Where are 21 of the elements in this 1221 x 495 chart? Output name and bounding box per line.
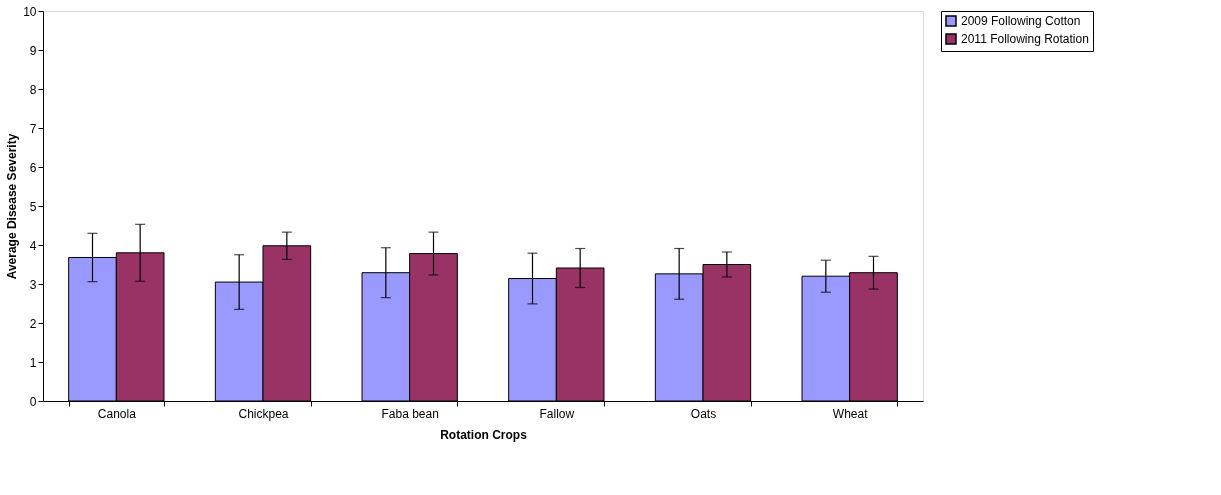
y-tick-label: 1 (29, 355, 37, 370)
x-tick-label: Faba bean (381, 406, 439, 421)
y-tick-label: 10 (23, 4, 37, 19)
y-tick-label: 5 (29, 199, 37, 214)
x-tick-label: Fallow (539, 406, 575, 421)
y-tick-label: 4 (29, 238, 37, 253)
y-tick-label: 3 (29, 277, 37, 292)
x-tick-label: Chickpea (238, 406, 289, 421)
x-tick-label: Oats (690, 406, 717, 421)
y-axis-title: Average Disease Severity (5, 133, 20, 280)
legend-label: 2009 Following Cotton (961, 14, 1081, 28)
y-tick-label: 7 (29, 121, 37, 136)
y-tick-label: 2 (29, 316, 37, 331)
legend-label: 2011 Following Rotation (961, 32, 1089, 46)
y-tick-label: 9 (29, 43, 37, 58)
x-tick-label: Wheat (832, 406, 869, 421)
y-tick-label: 0 (29, 394, 37, 409)
x-axis-title: Rotation Crops (440, 427, 528, 442)
y-tick-label: 8 (29, 82, 37, 97)
x-tick-label: Canola (97, 406, 137, 421)
y-tick-label: 6 (29, 160, 37, 175)
